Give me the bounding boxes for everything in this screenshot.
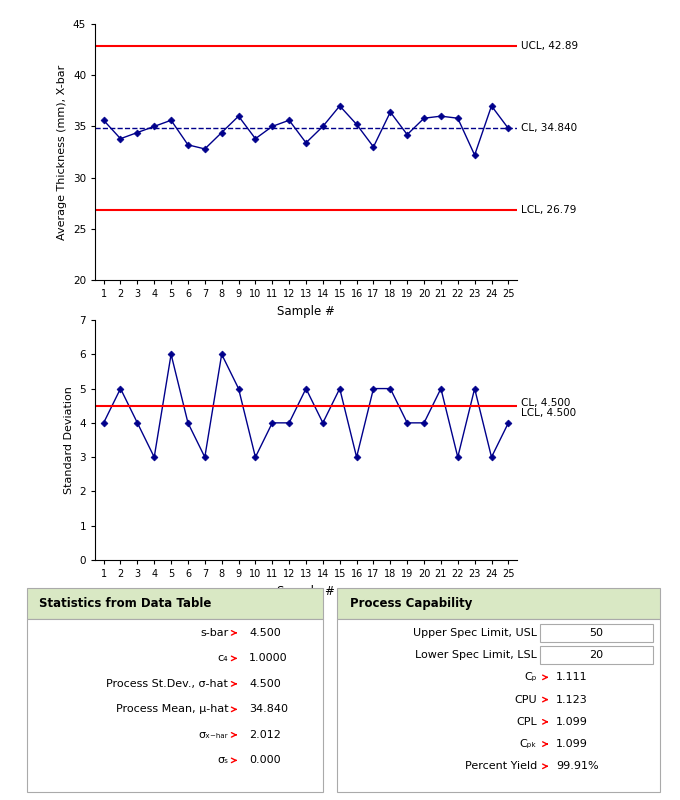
Y-axis label: Average Thickness (mm), X-bar: Average Thickness (mm), X-bar xyxy=(57,64,67,240)
Text: 0.000: 0.000 xyxy=(249,755,281,766)
Text: Process St.Dev., σ-hat: Process St.Dev., σ-hat xyxy=(107,679,228,689)
Text: Process Capability: Process Capability xyxy=(350,597,472,610)
Text: CPL: CPL xyxy=(516,717,537,727)
Text: 4.500: 4.500 xyxy=(249,628,281,638)
Text: 20: 20 xyxy=(590,650,604,660)
X-axis label: Sample #: Sample # xyxy=(277,585,335,598)
Text: CL, 4.500: CL, 4.500 xyxy=(521,398,571,408)
Text: σₛ: σₛ xyxy=(217,755,228,766)
Text: 4.500: 4.500 xyxy=(249,679,281,689)
Bar xyxy=(27,618,323,792)
Text: CL, 34.840: CL, 34.840 xyxy=(521,123,577,133)
Text: 1.099: 1.099 xyxy=(556,717,588,727)
Text: CPU: CPU xyxy=(514,694,537,705)
Text: 99.91%: 99.91% xyxy=(556,762,599,771)
Text: c₄: c₄ xyxy=(218,654,228,663)
Text: 1.123: 1.123 xyxy=(556,694,588,705)
X-axis label: Sample #: Sample # xyxy=(277,305,335,318)
Bar xyxy=(337,618,660,792)
Text: Lower Spec Limit, LSL: Lower Spec Limit, LSL xyxy=(415,650,537,660)
Y-axis label: Standard Deviation: Standard Deviation xyxy=(64,386,74,494)
Text: 1.099: 1.099 xyxy=(556,739,588,749)
Text: Cₚ: Cₚ xyxy=(524,672,537,682)
Text: Statistics from Data Table: Statistics from Data Table xyxy=(39,597,211,610)
Text: Cₚₖ: Cₚₖ xyxy=(520,739,537,749)
Bar xyxy=(27,588,323,618)
Text: Upper Spec Limit, USL: Upper Spec Limit, USL xyxy=(413,628,537,638)
Text: LCL, 4.500: LCL, 4.500 xyxy=(521,408,576,418)
Text: Process Mean, μ-hat: Process Mean, μ-hat xyxy=(116,704,228,714)
Text: 34.840: 34.840 xyxy=(249,704,288,714)
Text: 1.0000: 1.0000 xyxy=(249,654,288,663)
Text: σₓ₋ₕₐᵣ: σₓ₋ₕₐᵣ xyxy=(199,730,228,740)
Text: 50: 50 xyxy=(590,628,604,638)
Text: LCL, 26.79: LCL, 26.79 xyxy=(521,206,577,215)
Text: 2.012: 2.012 xyxy=(249,730,281,740)
Text: s-bar: s-bar xyxy=(200,628,228,638)
Bar xyxy=(540,646,653,664)
Text: Percent Yield: Percent Yield xyxy=(464,762,537,771)
Text: UCL, 42.89: UCL, 42.89 xyxy=(521,41,578,50)
Text: 1.111: 1.111 xyxy=(556,672,588,682)
Bar xyxy=(540,624,653,642)
Bar xyxy=(337,588,660,618)
